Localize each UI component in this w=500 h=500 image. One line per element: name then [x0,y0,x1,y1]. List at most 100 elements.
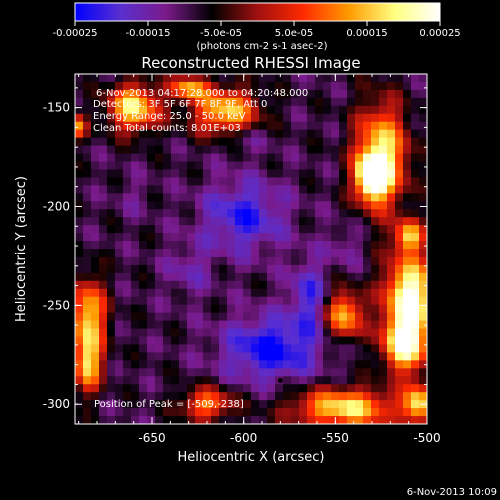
heatmap-cell [123,416,132,424]
heatmap-cell [419,177,427,186]
heatmap-cell [267,328,276,338]
heatmap-cell [171,344,180,353]
heatmap-cell [371,384,380,393]
heatmap-cell [83,272,92,282]
heatmap-cell [267,217,276,226]
heatmap-cell [187,304,196,314]
heatmap-cell [195,312,204,322]
heatmap-cell [219,352,228,361]
heatmap-cell [187,81,196,91]
heatmap-cell [107,74,116,83]
heatmap-cell [99,249,108,258]
heatmap-cell [395,97,404,107]
heatmap-cell [291,392,300,401]
heatmap-cell [83,256,92,266]
heatmap-cell [347,113,356,123]
heatmap-cell [371,288,380,298]
heatmap-cell [219,137,228,147]
heatmap-cell [355,201,364,210]
heatmap-cell [339,209,348,218]
heatmap-cell [411,304,420,314]
heatmap-cell [315,217,324,226]
heatmap-cell [203,352,212,361]
heatmap-cell [91,344,100,353]
heatmap-cell [139,81,148,91]
heatmap-cell [99,74,108,83]
heatmap-cell [395,400,404,409]
heatmap-cell [379,129,388,139]
heatmap-cell [387,288,396,298]
heatmap-cell [403,217,412,226]
heatmap-cell [395,105,404,115]
heatmap-cell [307,169,316,178]
heatmap-cell [275,233,284,242]
heatmap-cell [115,352,124,361]
heatmap-cell [355,89,364,99]
heatmap-cell [379,328,388,338]
heatmap-cell [315,264,324,274]
heatmap-cell [347,121,356,131]
heatmap-cell [355,113,364,123]
y-tick-label: -200 [43,199,70,213]
heatmap-cell [107,320,116,330]
heatmap-cell [283,113,292,123]
heatmap-cell [163,352,172,361]
heatmap-cell [171,137,180,147]
heatmap-cell [147,153,156,163]
heatmap-cell [155,336,164,346]
heatmap-cell [163,225,172,234]
heatmap-cell [83,153,92,163]
heatmap-cell [131,177,140,186]
heatmap-cell [331,336,340,346]
heatmap-cell [331,304,340,314]
heatmap-cell [419,137,427,147]
heatmap-cell [219,209,228,218]
heatmap-cell [395,304,404,314]
heatmap-cell [99,256,108,266]
heatmap-cell [107,296,116,306]
heatmap-cell [379,169,388,178]
heatmap-cell [323,416,332,424]
heatmap-cell [323,304,332,314]
heatmap-cell [323,320,332,330]
heatmap-cell [267,352,276,361]
heatmap-cell [339,89,348,99]
heatmap-cell [419,105,427,115]
x-tick-label: -650 [138,431,165,445]
heatmap-cell [139,352,148,361]
heatmap-cell [75,296,84,306]
heatmap-cell [371,177,380,186]
heatmap-cell [139,169,148,178]
heatmap-cell [75,241,84,250]
heatmap-cell [211,185,220,194]
heatmap-cell [219,304,228,314]
heatmap-cell [131,392,140,401]
heatmap-cell [323,121,332,131]
heatmap-cell [283,217,292,226]
heatmap-cell [283,272,292,282]
heatmap-cell [363,272,372,282]
heatmap-cell [379,113,388,123]
heatmap-cell [251,169,260,178]
heatmap-cell [379,400,388,409]
heatmap-cell [395,89,404,99]
heatmap-cell [91,201,100,210]
heatmap-cell [235,233,244,242]
heatmap-cell [155,97,164,107]
heatmap-cell [259,177,268,186]
heatmap-cell [291,336,300,346]
heatmap-cell [267,376,276,385]
heatmap-cell [211,145,220,155]
heatmap-cell [195,272,204,282]
heatmap-cell [211,264,220,274]
heatmap-cell [155,368,164,377]
heatmap-cell [75,320,84,330]
heatmap-cell [187,368,196,377]
heatmap-cell [83,304,92,314]
heatmap-cell [275,145,284,155]
heatmap-cell [187,217,196,226]
heatmap-cell [187,256,196,266]
heatmap-cell [307,97,316,107]
heatmap-cell [315,153,324,163]
heatmap-cell [211,392,220,401]
